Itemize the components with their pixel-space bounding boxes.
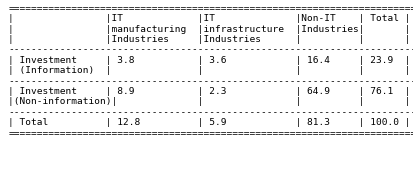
Text: ========================================================================
|      : ========================================… xyxy=(8,4,413,138)
